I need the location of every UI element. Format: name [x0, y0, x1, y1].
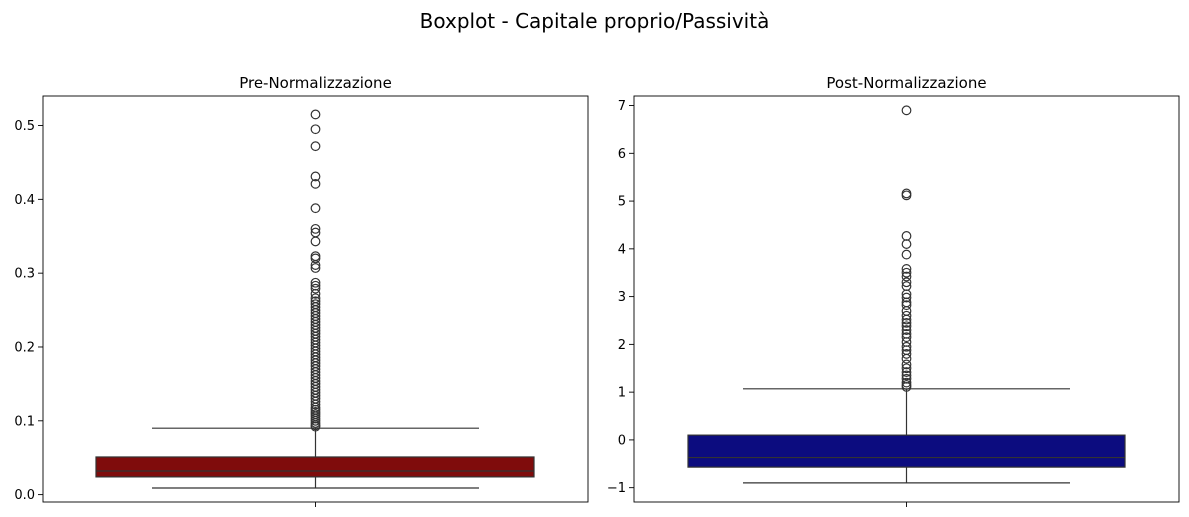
- iqr-box: [95, 456, 535, 478]
- outlier-point: [901, 359, 912, 370]
- outlier-point: [901, 349, 912, 359]
- outlier-point: [901, 363, 912, 374]
- y-tick-label: −1: [607, 481, 626, 496]
- outlier-point: [310, 399, 321, 410]
- y-tick-label: 0.5: [14, 119, 35, 134]
- y-tick-label: 5: [618, 195, 626, 210]
- outlier-point: [310, 263, 321, 273]
- outlier-point: [310, 253, 321, 264]
- outlier-point: [310, 283, 321, 294]
- outlier-point: [901, 325, 912, 335]
- outlier-point: [310, 171, 321, 182]
- outlier-point: [901, 190, 912, 201]
- y-tick-label: 4: [618, 242, 626, 257]
- outlier-point: [310, 203, 321, 214]
- outlier-point: [901, 370, 912, 381]
- y-tick-label: 0.0: [14, 488, 35, 503]
- y-tick-label: 7: [618, 99, 626, 114]
- outlier-point: [901, 353, 912, 364]
- outlier-point: [901, 381, 912, 392]
- y-tick-label: 1: [618, 386, 626, 401]
- outlier-point: [310, 124, 321, 135]
- outlier-point: [901, 367, 912, 377]
- outlier-point: [901, 310, 912, 321]
- panel-post-normalizzazione: Post-Normalizzazione −1 0 1 2 3 4 5 6 7: [607, 74, 1180, 507]
- outlier-point: [310, 223, 321, 234]
- outlier-point: [901, 271, 912, 282]
- outlier-point: [310, 260, 321, 270]
- outlier-point: [901, 300, 912, 311]
- outlier-point: [901, 239, 912, 249]
- y-tick-label: 3: [618, 290, 626, 305]
- y-tick-label: 0.1: [14, 414, 35, 429]
- figure-suptitle: Boxplot - Capitale proprio/Passività: [420, 9, 770, 33]
- y-tick-label: 0.4: [14, 193, 35, 208]
- outlier-point: [901, 105, 912, 116]
- y-tick-label: 0.2: [14, 340, 35, 355]
- outlier-point: [901, 188, 912, 199]
- outlier-point: [310, 277, 321, 288]
- outlier-point: [901, 321, 912, 332]
- outlier-point: [901, 314, 912, 325]
- outlier-point: [310, 288, 321, 299]
- y-tick-label: 0: [618, 433, 626, 448]
- outlier-point: [901, 264, 912, 274]
- y-tick-label: 2: [618, 338, 626, 353]
- outlier-point: [310, 421, 321, 432]
- iqr-box: [687, 434, 1126, 468]
- y-tick-label: 6: [618, 147, 626, 162]
- outlier-point: [901, 332, 912, 343]
- outlier-point: [901, 317, 912, 328]
- outlier-point: [901, 249, 912, 260]
- panel-pre-normalizzazione: Pre-Normalizzazione 0.0 0.1 0.2 0.3 0.4 0.5: [14, 74, 589, 507]
- outlier-point: [901, 377, 912, 388]
- y-tick-label: 0.3: [14, 267, 35, 282]
- outlier-point: [901, 277, 912, 288]
- outlier-point: [310, 236, 321, 247]
- outlier-point: [901, 231, 912, 241]
- outlier-point: [901, 341, 912, 352]
- outlier-point: [310, 141, 321, 152]
- outlier-point: [901, 292, 912, 303]
- panel-title: Pre-Normalizzazione: [239, 74, 392, 92]
- outlier-point: [310, 109, 321, 120]
- panel-title: Post-Normalizzazione: [826, 74, 986, 92]
- outlier-point: [901, 267, 912, 278]
- outlier-point: [310, 178, 321, 189]
